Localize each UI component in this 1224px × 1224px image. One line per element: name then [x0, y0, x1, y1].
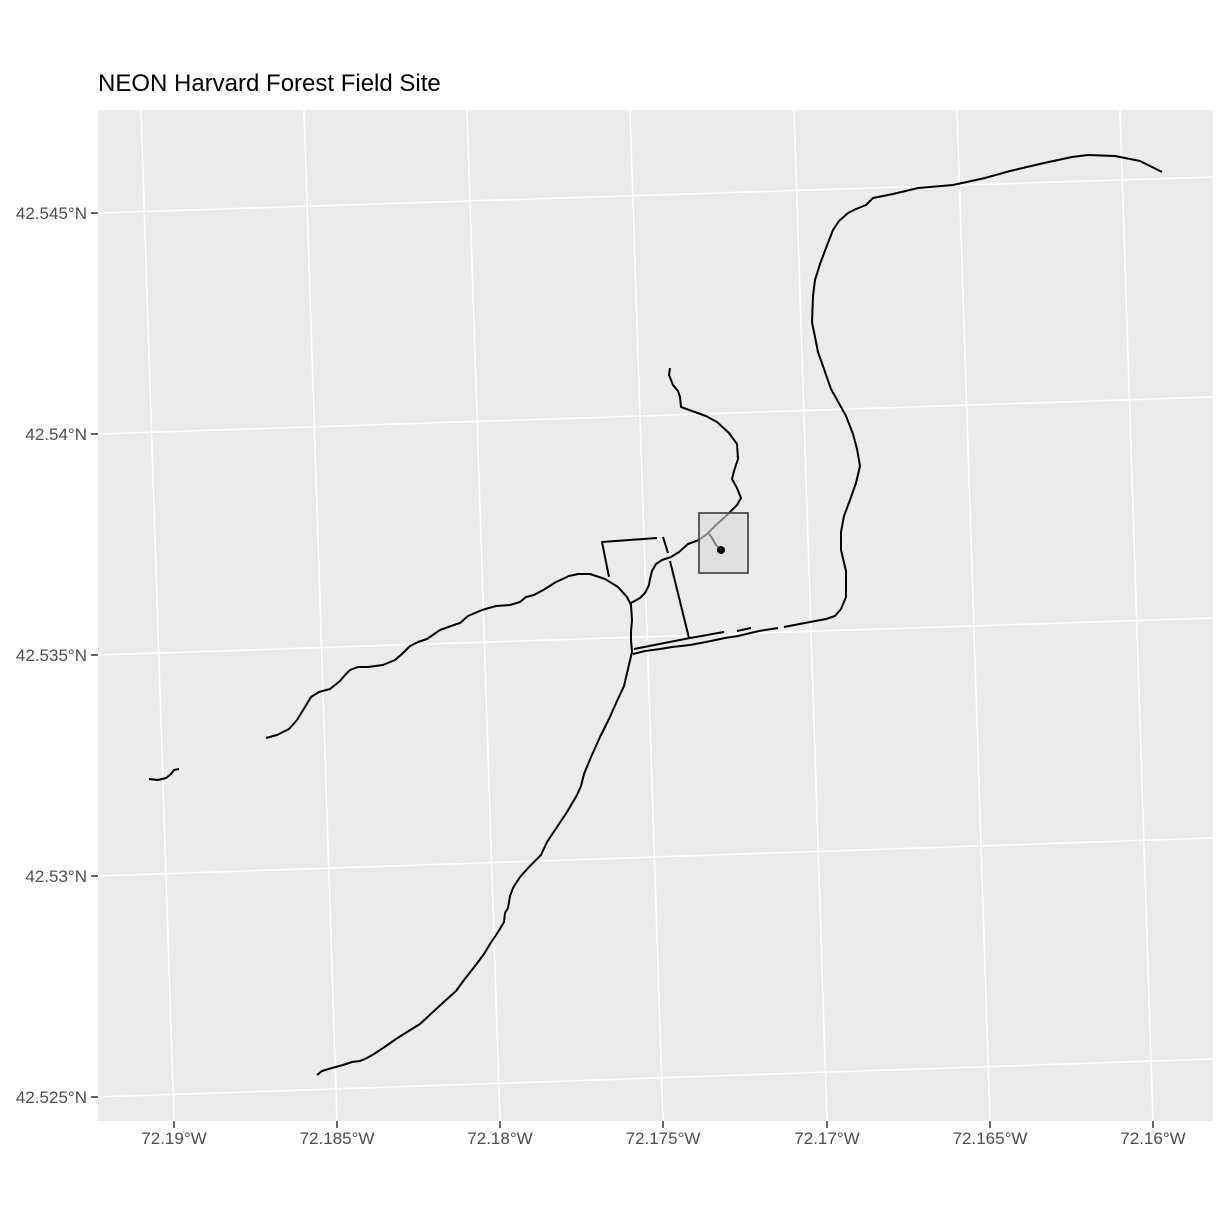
- x-tick-label: 72.16°W: [1120, 1129, 1185, 1148]
- y-tick-label: 42.545°N: [16, 204, 87, 223]
- y-tick-label: 42.54°N: [25, 425, 87, 444]
- y-tick-label: 42.53°N: [25, 867, 87, 886]
- lon-gridline: [956, 109, 991, 1122]
- lon-gridline: [303, 109, 338, 1122]
- lon-gridline: [140, 109, 175, 1122]
- road-line: [633, 631, 725, 650]
- map-panel: [98, 110, 1213, 1121]
- lon-gridline: [466, 109, 501, 1122]
- x-tick-label: 72.175°W: [626, 1129, 701, 1148]
- road-line: [630, 367, 742, 604]
- x-tick-label: 72.185°W: [300, 1129, 375, 1148]
- y-axis: 42.545°N 42.54°N 42.535°N 42.53°N 42.525…: [16, 204, 98, 1107]
- lat-gridline: [97, 176, 1214, 214]
- x-axis: 72.19°W 72.185°W 72.18°W 72.175°W 72.17°…: [141, 1121, 1186, 1148]
- road-line: [783, 154, 1163, 628]
- y-tick-label: 42.525°N: [16, 1088, 87, 1107]
- plot-boundary: [698, 512, 749, 574]
- lat-gridline: [97, 396, 1214, 435]
- road-line: [632, 627, 779, 655]
- y-tick-label: 42.535°N: [16, 646, 87, 665]
- lon-gridline: [793, 109, 828, 1122]
- road-line: [265, 573, 633, 1076]
- x-tick-label: 72.165°W: [953, 1129, 1028, 1148]
- x-tick-label: 72.18°W: [467, 1129, 532, 1148]
- graticule: [97, 109, 1214, 1122]
- map-title: NEON Harvard Forest Field Site: [98, 70, 441, 97]
- lat-gridline: [97, 617, 1214, 656]
- road-line: [148, 768, 180, 781]
- road-line: [736, 627, 752, 632]
- lat-gridline: [97, 837, 1214, 877]
- x-tick-label: 72.17°W: [794, 1129, 859, 1148]
- road-line: [669, 560, 690, 639]
- roads-layer: [148, 154, 1163, 1076]
- lat-gridline: [97, 1058, 1214, 1098]
- tower-location-point: [717, 546, 725, 554]
- x-tick-label: 72.19°W: [141, 1129, 206, 1148]
- lon-gridline: [629, 109, 664, 1122]
- lon-gridline: [1119, 109, 1154, 1122]
- road-line: [662, 536, 669, 554]
- road-line: [601, 537, 658, 578]
